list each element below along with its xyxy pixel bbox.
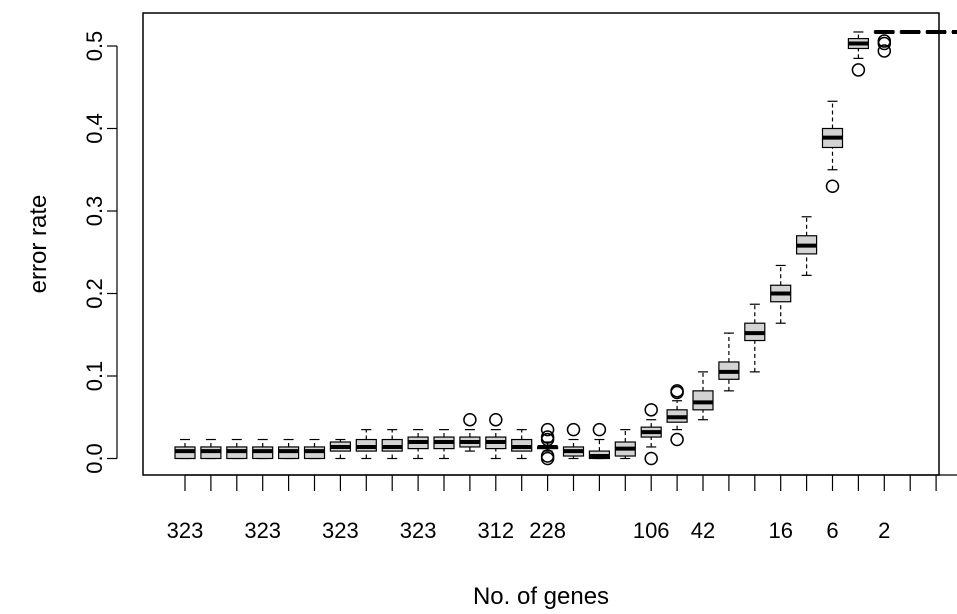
outlier-point xyxy=(566,422,581,437)
outlier-point xyxy=(644,403,658,417)
x-tick-label: 312 xyxy=(477,518,514,543)
outlier-point xyxy=(489,412,503,427)
box-11 xyxy=(433,429,455,460)
box-15 xyxy=(536,422,559,466)
x-tick-label: 16 xyxy=(768,518,792,543)
box-9 xyxy=(381,429,403,460)
outlier-point xyxy=(670,385,684,400)
y-tick-label: 0.1 xyxy=(82,361,107,392)
box-13 xyxy=(485,412,507,460)
outlier-point xyxy=(851,63,866,77)
x-axis: 323 323 323 323 312 228 106 42 16 6 2 xyxy=(167,474,957,543)
y-tick-label: 0.0 xyxy=(82,443,107,474)
y-tick-label: 0.2 xyxy=(82,278,107,309)
outlier-point xyxy=(592,422,607,437)
box-19 xyxy=(640,403,662,466)
outlier-point xyxy=(877,44,892,58)
outlier-point xyxy=(540,422,555,437)
box-12 xyxy=(459,412,481,452)
outlier-point xyxy=(825,179,840,193)
x-tick-label: 323 xyxy=(322,518,359,543)
box-14 xyxy=(511,429,533,460)
box-27 xyxy=(847,31,870,77)
box-8 xyxy=(355,429,377,460)
y-tick-label: 0.5 xyxy=(82,31,107,62)
box-2 xyxy=(200,438,222,460)
box-18 xyxy=(614,429,636,460)
y-tick-label: 0.3 xyxy=(82,196,107,227)
x-tick-label: 228 xyxy=(529,518,566,543)
box-body xyxy=(692,390,714,411)
boxes-layer xyxy=(174,29,957,466)
box-24 xyxy=(770,264,792,324)
outlier-point xyxy=(540,432,555,447)
box-25 xyxy=(795,216,818,276)
y-tick-label: 0.4 xyxy=(82,113,107,144)
outlier-point xyxy=(463,412,477,427)
box-3 xyxy=(226,438,248,460)
box-10 xyxy=(407,429,429,460)
outlier-point xyxy=(540,451,555,466)
outlier-point xyxy=(644,451,658,466)
box-26 xyxy=(821,100,844,193)
plot-frame xyxy=(142,12,940,476)
x-tick-label: 323 xyxy=(244,518,281,543)
box-16 xyxy=(562,422,585,460)
outlier-point xyxy=(877,36,892,51)
box-23 xyxy=(744,303,766,373)
x-tick-label: 42 xyxy=(691,518,715,543)
x-tick-label: 6 xyxy=(826,518,838,543)
x-axis-label: No. of genes xyxy=(473,583,609,610)
box-1 xyxy=(174,438,196,460)
box-21 xyxy=(692,371,714,421)
box-6 xyxy=(303,438,326,460)
y-axis-label: error rate xyxy=(25,195,52,294)
box-20 xyxy=(666,384,688,447)
box-5 xyxy=(278,438,300,460)
x-tick-label: 106 xyxy=(633,518,670,543)
x-tick-label: 323 xyxy=(400,518,437,543)
x-tick-label: 323 xyxy=(167,518,204,543)
box-4 xyxy=(252,438,274,460)
outlier-point xyxy=(670,432,684,447)
box-17 xyxy=(588,422,611,460)
box-28 xyxy=(873,29,895,58)
y-axis: 0.0 0.1 0.2 0.3 0.4 0.5 xyxy=(82,31,118,474)
x-tick-label: 2 xyxy=(878,518,890,543)
box-7 xyxy=(329,438,351,460)
box-22 xyxy=(718,332,740,392)
